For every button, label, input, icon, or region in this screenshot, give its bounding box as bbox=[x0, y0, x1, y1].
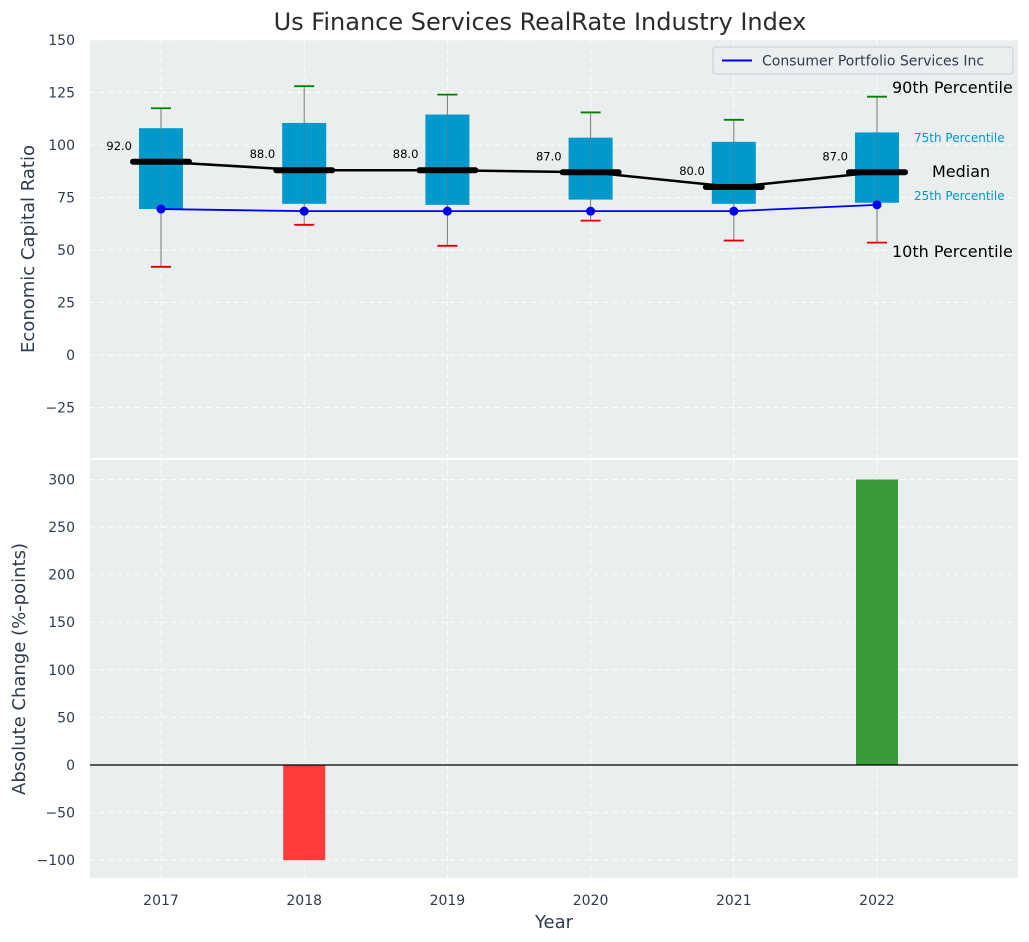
top-y-tick-label: 125 bbox=[48, 86, 75, 102]
median-label: 88.0 bbox=[393, 147, 419, 161]
x-axis-title: Year bbox=[534, 912, 574, 933]
series-point bbox=[872, 200, 882, 210]
series-point bbox=[729, 206, 739, 216]
bottom-y-tick-label: 100 bbox=[48, 663, 75, 679]
chart-title: Us Finance Services RealRate Industry In… bbox=[274, 8, 807, 36]
top-y-tick-label: 25 bbox=[57, 296, 75, 312]
company-series bbox=[156, 200, 882, 216]
median-label: 87.0 bbox=[822, 149, 848, 163]
top-y-tick-label: −25 bbox=[45, 401, 75, 417]
x-tick-label: 2021 bbox=[716, 893, 752, 909]
legend-label: Consumer Portfolio Services Inc bbox=[762, 54, 984, 70]
top-plot-area bbox=[90, 40, 1018, 458]
bar-2018 bbox=[283, 765, 326, 861]
bottom-y-tick-label: 50 bbox=[57, 710, 75, 726]
top-y-tick-label: 100 bbox=[48, 138, 75, 154]
top-y-tick-label: 50 bbox=[57, 243, 75, 259]
top-y-axis-title: Economic Capital Ratio bbox=[18, 145, 39, 353]
series-line bbox=[160, 203, 878, 213]
x-tick-label: 2018 bbox=[286, 893, 322, 909]
annotation-median: Median bbox=[932, 162, 990, 181]
annotation-p90: 90th Percentile bbox=[892, 78, 1013, 97]
bottom-y-tick-label: −100 bbox=[37, 853, 75, 869]
series-point bbox=[586, 206, 596, 216]
bar-2022 bbox=[856, 479, 898, 765]
change-bars bbox=[283, 479, 898, 861]
series-point bbox=[442, 206, 452, 216]
x-ticks: 2017 2018 2019 2020 2021 2022 bbox=[143, 893, 895, 909]
bottom-y-tick-label: 300 bbox=[48, 472, 75, 488]
bottom-y-axis-title: Absolute Change (%-points) bbox=[9, 543, 30, 795]
percentile-annotations: 90th Percentile 75th Percentile Median 2… bbox=[892, 78, 1013, 261]
series-point bbox=[299, 206, 309, 216]
x-tick-label: 2020 bbox=[573, 893, 609, 909]
top-y-tick-label: 150 bbox=[48, 33, 75, 49]
median-label: 88.0 bbox=[250, 147, 276, 161]
bottom-y-tick-label: 250 bbox=[48, 520, 75, 536]
annotation-p25: 25th Percentile bbox=[914, 189, 1005, 203]
legend-box bbox=[712, 46, 1014, 75]
x-tick-label: 2022 bbox=[859, 893, 895, 909]
median-label: 80.0 bbox=[679, 164, 705, 178]
bottom-y-tick-label: 0 bbox=[66, 758, 75, 774]
median-label: 87.0 bbox=[536, 149, 562, 163]
top-y-ticks: −25 0 25 50 75 100 125 150 bbox=[45, 33, 75, 417]
legend: Consumer Portfolio Services Inc bbox=[712, 46, 1014, 75]
top-panel: −25 0 25 50 75 100 125 150 92.0 88.0 88.0 87.0 80.0… bbox=[18, 33, 1018, 458]
x-tick-label: 2017 bbox=[143, 893, 179, 909]
bottom-y-tick-label: 200 bbox=[48, 568, 75, 584]
annotation-p10: 10th Percentile bbox=[892, 242, 1013, 261]
bottom-y-tick-label: 150 bbox=[48, 615, 75, 631]
bottom-y-tick-label: −50 bbox=[45, 806, 75, 822]
annotation-p75: 75th Percentile bbox=[914, 131, 1005, 145]
top-y-tick-label: 75 bbox=[57, 191, 75, 207]
top-y-tick-label: 0 bbox=[66, 348, 75, 364]
median-line bbox=[160, 160, 878, 189]
x-tick-label: 2019 bbox=[430, 893, 466, 909]
series-point bbox=[156, 204, 166, 214]
median-trend-line bbox=[160, 160, 878, 189]
bottom-y-ticks: −100 −50 0 50 100 150 200 250 300 bbox=[37, 472, 75, 869]
median-label: 92.0 bbox=[106, 139, 132, 153]
